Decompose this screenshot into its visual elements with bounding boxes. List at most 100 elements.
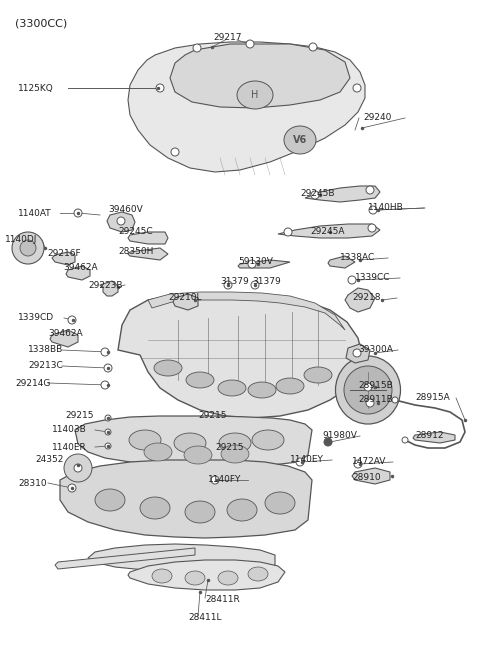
Polygon shape <box>60 460 312 538</box>
Ellipse shape <box>154 360 182 376</box>
Text: 29210L: 29210L <box>168 292 202 301</box>
Text: 39300A: 39300A <box>358 346 393 355</box>
Text: 1339CD: 1339CD <box>18 314 54 322</box>
Circle shape <box>248 260 256 268</box>
Polygon shape <box>88 544 275 572</box>
Text: 39462A: 39462A <box>63 262 97 271</box>
Circle shape <box>366 186 374 194</box>
Circle shape <box>348 276 356 284</box>
Text: 24352: 24352 <box>35 456 63 465</box>
Text: 1125KQ: 1125KQ <box>18 83 54 92</box>
Circle shape <box>344 366 392 414</box>
Text: 28915B: 28915B <box>358 380 393 389</box>
Circle shape <box>104 364 112 372</box>
Polygon shape <box>128 232 168 244</box>
Text: 39460V: 39460V <box>108 206 143 214</box>
Circle shape <box>369 206 377 214</box>
Ellipse shape <box>336 356 400 424</box>
Circle shape <box>64 454 92 482</box>
Ellipse shape <box>218 380 246 396</box>
Ellipse shape <box>140 497 170 519</box>
Circle shape <box>368 224 376 232</box>
Ellipse shape <box>144 443 172 461</box>
Polygon shape <box>128 560 285 590</box>
Text: 29214G: 29214G <box>15 378 50 387</box>
Circle shape <box>101 348 109 356</box>
Circle shape <box>364 383 372 391</box>
Ellipse shape <box>304 367 332 383</box>
Text: 1339CC: 1339CC <box>355 273 391 283</box>
Text: 29217: 29217 <box>213 33 241 42</box>
Text: 28411L: 28411L <box>188 613 221 622</box>
Polygon shape <box>305 186 380 202</box>
Text: 29215: 29215 <box>65 411 94 419</box>
Ellipse shape <box>248 382 276 398</box>
Circle shape <box>105 443 111 449</box>
Circle shape <box>251 281 259 289</box>
Text: 29216F: 29216F <box>47 249 81 258</box>
Circle shape <box>224 281 232 289</box>
Polygon shape <box>346 344 370 363</box>
Circle shape <box>211 476 219 484</box>
Text: 29245A: 29245A <box>310 227 345 236</box>
Text: 29223B: 29223B <box>88 281 122 290</box>
Circle shape <box>20 240 36 256</box>
Text: V6: V6 <box>293 135 307 145</box>
Circle shape <box>68 316 76 324</box>
Circle shape <box>311 191 319 199</box>
Polygon shape <box>328 256 355 268</box>
Text: 28310: 28310 <box>18 478 47 488</box>
Polygon shape <box>413 432 455 443</box>
Text: 1140EY: 1140EY <box>290 456 324 465</box>
Circle shape <box>284 228 292 236</box>
Text: 29213C: 29213C <box>28 361 63 370</box>
Polygon shape <box>55 548 195 569</box>
Text: 1338AC: 1338AC <box>340 253 375 262</box>
Polygon shape <box>128 248 168 260</box>
Circle shape <box>105 415 111 421</box>
Circle shape <box>296 458 304 466</box>
Polygon shape <box>75 416 312 466</box>
Polygon shape <box>352 468 390 484</box>
Circle shape <box>353 349 361 357</box>
Text: 28411R: 28411R <box>205 596 240 605</box>
Circle shape <box>402 437 408 443</box>
Ellipse shape <box>252 430 284 450</box>
Ellipse shape <box>237 81 273 109</box>
Text: 29240: 29240 <box>363 113 391 122</box>
Circle shape <box>105 429 111 435</box>
Polygon shape <box>66 266 90 280</box>
Circle shape <box>101 381 109 389</box>
Circle shape <box>68 484 76 492</box>
Polygon shape <box>238 260 290 268</box>
Circle shape <box>74 209 82 217</box>
Ellipse shape <box>185 501 215 523</box>
Ellipse shape <box>221 445 249 463</box>
Text: 59130V: 59130V <box>238 258 273 266</box>
Circle shape <box>12 232 44 264</box>
Text: 1140DJ: 1140DJ <box>5 236 37 245</box>
Circle shape <box>392 397 398 403</box>
Ellipse shape <box>265 492 295 514</box>
Polygon shape <box>107 212 135 232</box>
Polygon shape <box>345 288 375 312</box>
Polygon shape <box>170 44 350 108</box>
Polygon shape <box>50 330 78 347</box>
Circle shape <box>366 399 374 407</box>
Text: 11403B: 11403B <box>52 426 87 434</box>
Polygon shape <box>278 224 380 238</box>
Circle shape <box>246 40 254 48</box>
Polygon shape <box>173 294 198 310</box>
Text: 31379: 31379 <box>220 277 249 286</box>
Text: 1338BB: 1338BB <box>28 346 63 355</box>
Ellipse shape <box>95 489 125 511</box>
Ellipse shape <box>227 499 257 521</box>
Text: 28915A: 28915A <box>415 393 450 402</box>
Text: 1140AT: 1140AT <box>18 208 52 217</box>
Circle shape <box>324 438 332 446</box>
Polygon shape <box>118 295 362 418</box>
Circle shape <box>309 43 317 51</box>
Text: H: H <box>252 90 259 100</box>
Ellipse shape <box>174 433 206 453</box>
Ellipse shape <box>276 378 304 394</box>
